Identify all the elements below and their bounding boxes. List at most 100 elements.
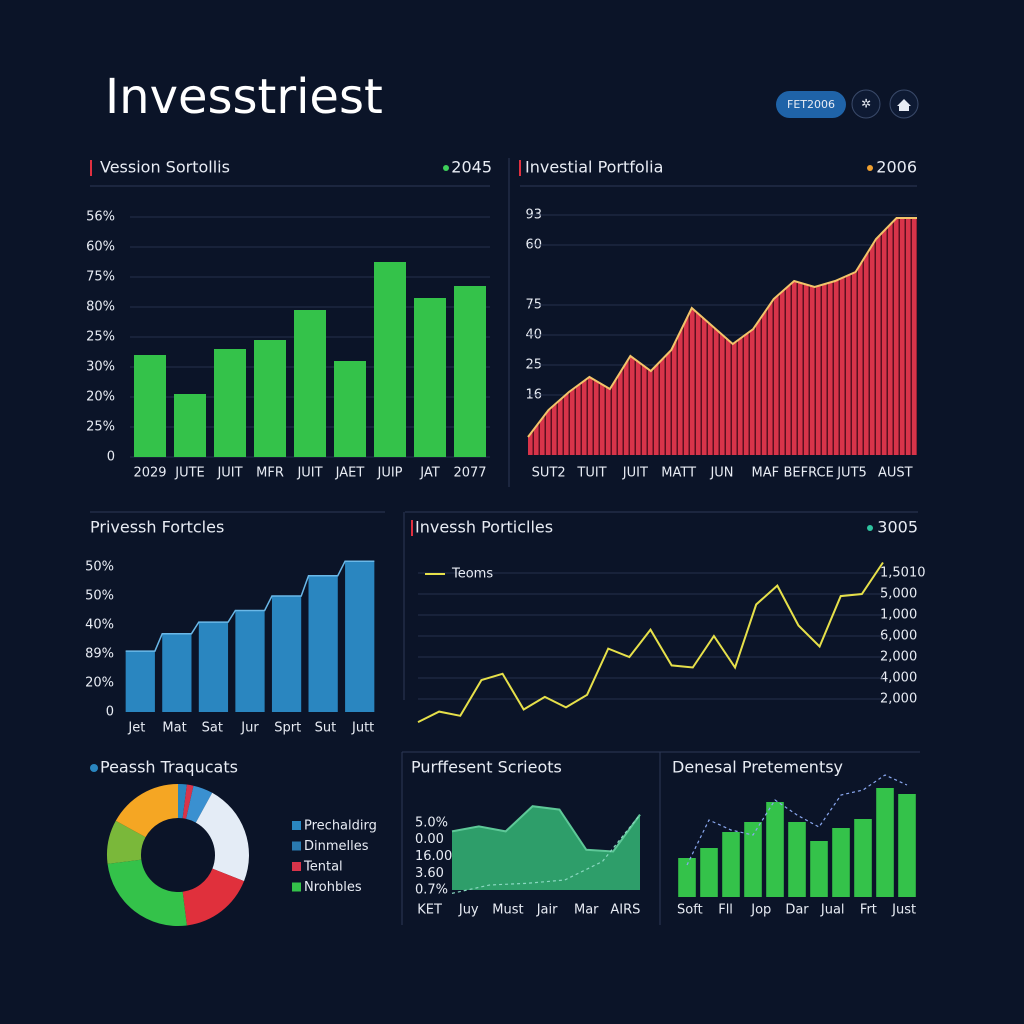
x-tick-label: Juy [458,903,479,918]
legend-swatch [292,821,301,830]
pie-slice [178,784,187,819]
y-tick-label: 20% [86,390,115,405]
x-tick-label: JUIT [622,466,648,481]
title-dot [90,764,98,772]
y-tick-label: 16.00 [415,849,452,864]
panel-title: Vession Sortollis [100,158,230,177]
x-tick-label: JUIT [296,466,322,481]
badge: 2045 [451,158,492,177]
x-tick-label: AUST [878,466,913,481]
pie-slice [107,859,187,926]
x-tick-label: KET [417,903,442,918]
y-tick-label: 4,000 [880,671,917,686]
dashed-line [451,814,641,894]
line [527,217,917,438]
x-tick-label: JUTE [174,466,205,481]
x-tick-label: 2029 [133,466,166,481]
x-tick-label: Jur [240,721,259,736]
x-tick-label: JUIP [376,466,402,481]
bar [854,819,872,897]
x-tick-label: Jair [536,903,558,918]
legend-swatch [292,862,301,871]
x-tick-label: JAT [419,466,439,481]
area [452,806,640,891]
title-marker [519,160,521,176]
app-title: Invesstriest [105,69,383,125]
legend-swatch [292,882,301,892]
y-tick-label: 1,000 [880,608,917,623]
bar [832,828,850,897]
badge-dot [867,525,873,531]
legend-swatch [292,841,301,851]
bar [700,848,718,897]
bar [235,610,265,712]
line [417,561,884,723]
bar [214,349,246,457]
x-tick-label: Jet [127,721,145,736]
x-tick-label: Just [891,903,916,918]
home-icon[interactable] [897,99,911,111]
y-tick-label: 89% [85,647,114,662]
bar [308,575,338,712]
bar [334,361,366,457]
legend-label: Nrohbles [304,880,362,895]
y-tick-label: 0.7% [415,883,448,898]
x-tick-label: JUT5 [836,466,867,481]
x-tick-label: Sut [315,721,337,736]
panel-title: Denesal Pretementsy [672,758,843,777]
settings-button[interactable] [851,89,881,119]
bar [898,794,916,897]
y-tick-label: 25% [86,330,115,345]
x-tick-label: SUT2 [532,466,566,481]
badge: 3005 [877,518,918,537]
legend-label: Dinmelles [304,839,369,854]
y-tick-label: 56% [86,210,115,225]
bar [810,841,828,897]
year-button-label[interactable]: FET2006 [787,98,835,111]
bar [374,262,406,457]
y-tick-label: 60% [86,240,115,255]
pie-slice [195,792,249,882]
settings-icon[interactable]: ✲ [861,97,871,111]
bar [271,596,302,712]
x-tick-label: Sat [202,721,223,736]
panel-title: Peassh Traqucats [100,758,238,777]
badge-dot [443,165,449,171]
title-marker [411,520,413,536]
bar [254,340,286,457]
dashed-line [686,774,908,866]
pie-slice [186,785,213,823]
y-tick-label: 50% [85,589,114,604]
bar [876,788,894,897]
pie-slice [182,784,194,819]
bar [722,832,740,897]
y-tick-label: 80% [86,300,115,315]
badge: 2006 [876,158,917,177]
bar [414,298,446,457]
bar [198,622,229,712]
bar [345,561,375,712]
line [451,805,641,853]
bar [125,651,155,712]
y-tick-label: 5,000 [880,587,917,602]
legend-label: Prechaldirg [304,819,377,834]
x-tick-label: Jual [820,903,845,918]
y-tick-label: 30% [86,360,115,375]
pie-slice [115,784,178,838]
bar [788,822,806,897]
x-tick-label: Fll [718,903,733,918]
x-tick-label: Sprt [274,721,301,736]
y-tick-label: 2,000 [880,692,917,707]
x-tick-label: MATT [661,466,696,481]
x-tick-label: JAET [335,466,365,481]
y-tick-label: 25% [86,420,115,435]
panel-title: Invessh Porticlles [415,518,553,537]
year-button[interactable] [776,91,846,118]
badge-dot [867,165,873,171]
panel-title: Purffesent Scrieots [411,758,562,777]
bar-outline [125,560,375,652]
x-tick-label: BEFRCE [784,466,834,481]
title-marker [90,160,92,176]
bar [744,822,762,897]
